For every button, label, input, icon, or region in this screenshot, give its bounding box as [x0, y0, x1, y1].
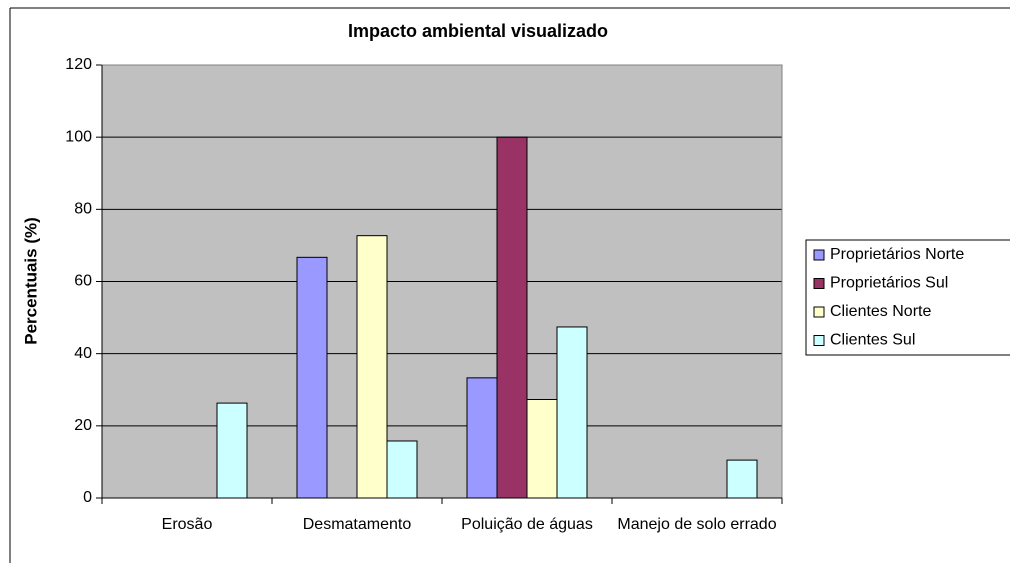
y-tick-label: 120	[65, 56, 92, 73]
bar	[726, 459, 758, 499]
y-tick-label: 100	[65, 128, 92, 145]
bar	[216, 402, 248, 499]
y-tick-label: 80	[74, 201, 92, 218]
legend-label: Proprietários Norte	[830, 246, 964, 263]
bar	[386, 440, 418, 499]
bar	[356, 235, 388, 499]
legend-swatch	[813, 278, 825, 289]
chart-title: Impacto ambiental visualizado	[348, 21, 608, 41]
x-tick-label: Manejo de solo errado	[617, 516, 777, 533]
legend-box	[805, 239, 1010, 356]
y-tick-label: 60	[74, 273, 92, 290]
legend-swatch	[813, 335, 825, 346]
y-axis-label: Percentuais (%)	[21, 217, 40, 345]
y-tick-label: 0	[83, 489, 92, 506]
legend-label: Clientes Sul	[830, 332, 915, 349]
legend-label: Clientes Norte	[830, 303, 931, 320]
x-tick-label: Desmatamento	[302, 516, 412, 533]
bar	[296, 256, 328, 499]
legend-swatch	[813, 249, 825, 261]
x-tick-label: Poluição de águas	[461, 516, 593, 533]
bar	[496, 136, 528, 499]
bar	[526, 398, 558, 499]
x-tick-label: Erosão	[161, 516, 213, 533]
bar	[556, 326, 588, 499]
y-tick-label: 20	[74, 417, 92, 434]
legend-swatch	[813, 306, 825, 318]
y-tick-label: 40	[74, 345, 92, 362]
legend-label: Proprietários Sul	[830, 275, 948, 292]
bar	[466, 377, 498, 499]
